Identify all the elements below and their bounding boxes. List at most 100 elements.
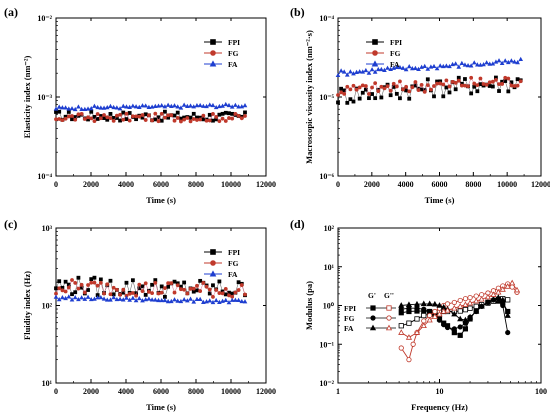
data-point (453, 80, 458, 85)
data-point (434, 66, 440, 71)
data-point (444, 63, 449, 68)
data-point (172, 290, 177, 295)
data-point (243, 110, 247, 115)
legend: FPI FG FA (204, 248, 240, 279)
data-point (53, 294, 59, 299)
data-point (413, 300, 421, 307)
data-point (242, 299, 248, 304)
data-point (143, 118, 148, 122)
data-point (213, 297, 219, 303)
data-point (73, 281, 78, 285)
data-point (163, 286, 167, 291)
data-point (54, 110, 58, 114)
data-point (239, 116, 244, 121)
x-tick-label: 4000 (118, 180, 134, 189)
x-tick-label: 4000 (118, 387, 134, 396)
data-point (372, 69, 378, 74)
data-point (214, 115, 219, 119)
data-point (513, 286, 521, 293)
data-point (140, 113, 145, 117)
data-point (345, 84, 350, 89)
data-point (54, 286, 58, 291)
data-point (484, 293, 492, 300)
data-point (114, 113, 119, 118)
data-point (233, 111, 238, 116)
data-point (201, 113, 206, 118)
data-point (467, 305, 473, 311)
data-point (172, 279, 177, 284)
data-point (239, 298, 245, 304)
data-point (188, 119, 193, 124)
data-point (410, 341, 416, 347)
data-point (153, 111, 158, 116)
data-point (505, 59, 511, 65)
data-point (236, 280, 241, 285)
data-point (394, 64, 400, 69)
data-point (481, 62, 486, 67)
data-point (213, 104, 219, 110)
data-point (114, 296, 120, 302)
data-point (124, 295, 129, 300)
data-point (407, 96, 412, 101)
legend-label: FA (228, 270, 238, 279)
data-point (166, 281, 171, 286)
data-point (421, 312, 427, 319)
data-point (168, 103, 174, 108)
data-point (76, 286, 81, 291)
data-point (509, 58, 514, 63)
data-point (175, 104, 181, 109)
y-tick-label: 10⁰ (323, 302, 335, 311)
data-point (426, 316, 433, 323)
data-point (379, 66, 384, 72)
data-point (143, 103, 149, 108)
data-point (348, 69, 353, 74)
data-point (188, 103, 193, 108)
y-tick-label: 10⁻¹ (319, 340, 334, 349)
data-point (140, 289, 145, 294)
y-tick-label: 10⁻² (37, 14, 52, 23)
data-point (86, 115, 90, 120)
data-point (121, 110, 126, 115)
data-point (229, 104, 235, 109)
data-point (363, 67, 369, 73)
data-point (137, 282, 142, 287)
data-point (484, 60, 489, 65)
data-point (457, 332, 463, 338)
x-tick-label: 10 (436, 387, 444, 396)
data-point (379, 84, 384, 89)
data-point (73, 290, 78, 295)
data-point (217, 279, 222, 284)
data-point (338, 68, 344, 73)
x-tick-label: 6000 (432, 180, 448, 189)
data-point (153, 117, 158, 122)
data-point (111, 285, 116, 290)
data-point (102, 113, 106, 117)
data-point (111, 104, 116, 110)
data-point (114, 105, 120, 110)
data-point (201, 299, 206, 304)
y-tick-label: 10⁻⁴ (37, 172, 52, 181)
data-point (163, 115, 167, 120)
data-point (406, 357, 412, 363)
x-tick-label: 10000 (497, 180, 517, 189)
data-point (217, 119, 222, 124)
data-point (195, 118, 199, 122)
legend-marker (372, 50, 378, 56)
data-point (462, 301, 469, 307)
data-point (413, 65, 418, 71)
data-point (172, 103, 177, 108)
data-point (210, 102, 216, 108)
data-point (515, 77, 520, 82)
data-point (198, 289, 203, 293)
data-point (450, 61, 455, 67)
data-point (432, 94, 436, 99)
data-point (165, 298, 171, 304)
data-point (191, 117, 196, 121)
data-point (89, 280, 94, 285)
data-point (117, 106, 123, 111)
data-point (484, 299, 492, 305)
data-point (89, 116, 94, 121)
data-point (76, 296, 81, 302)
panel-label: (b) (290, 5, 305, 19)
